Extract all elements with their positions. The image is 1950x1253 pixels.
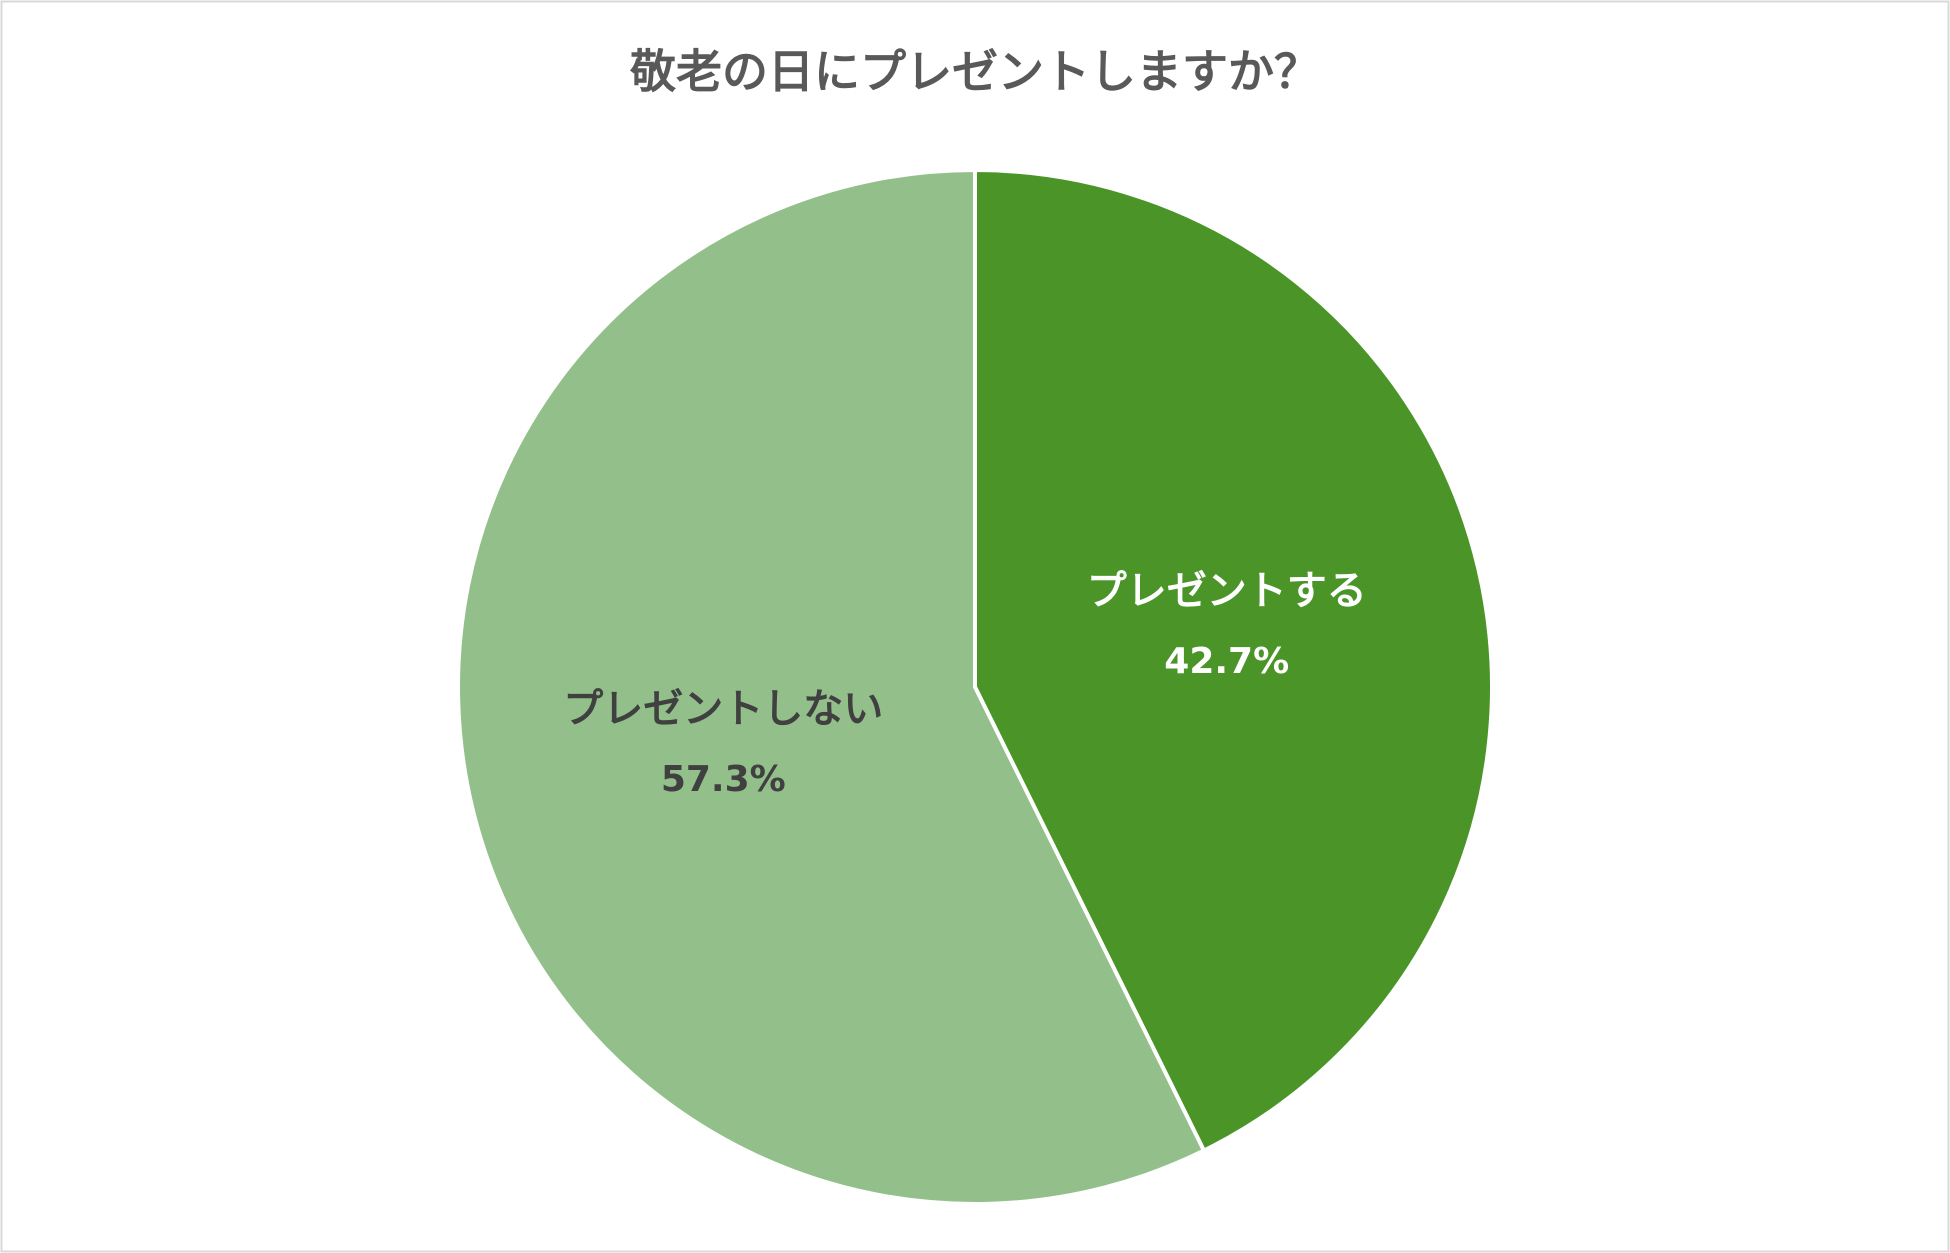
value-label: 57.3% — [661, 759, 786, 800]
slice-label: プレゼントする — [1087, 568, 1367, 614]
chart-title: 敬老の日にプレゼントしますか？ — [629, 45, 1320, 99]
slice-label: プレゼントしない — [563, 686, 883, 732]
pie-slice — [456, 168, 1206, 1206]
value-label: 42.7% — [1164, 641, 1289, 682]
pie-slice — [973, 168, 1494, 1153]
